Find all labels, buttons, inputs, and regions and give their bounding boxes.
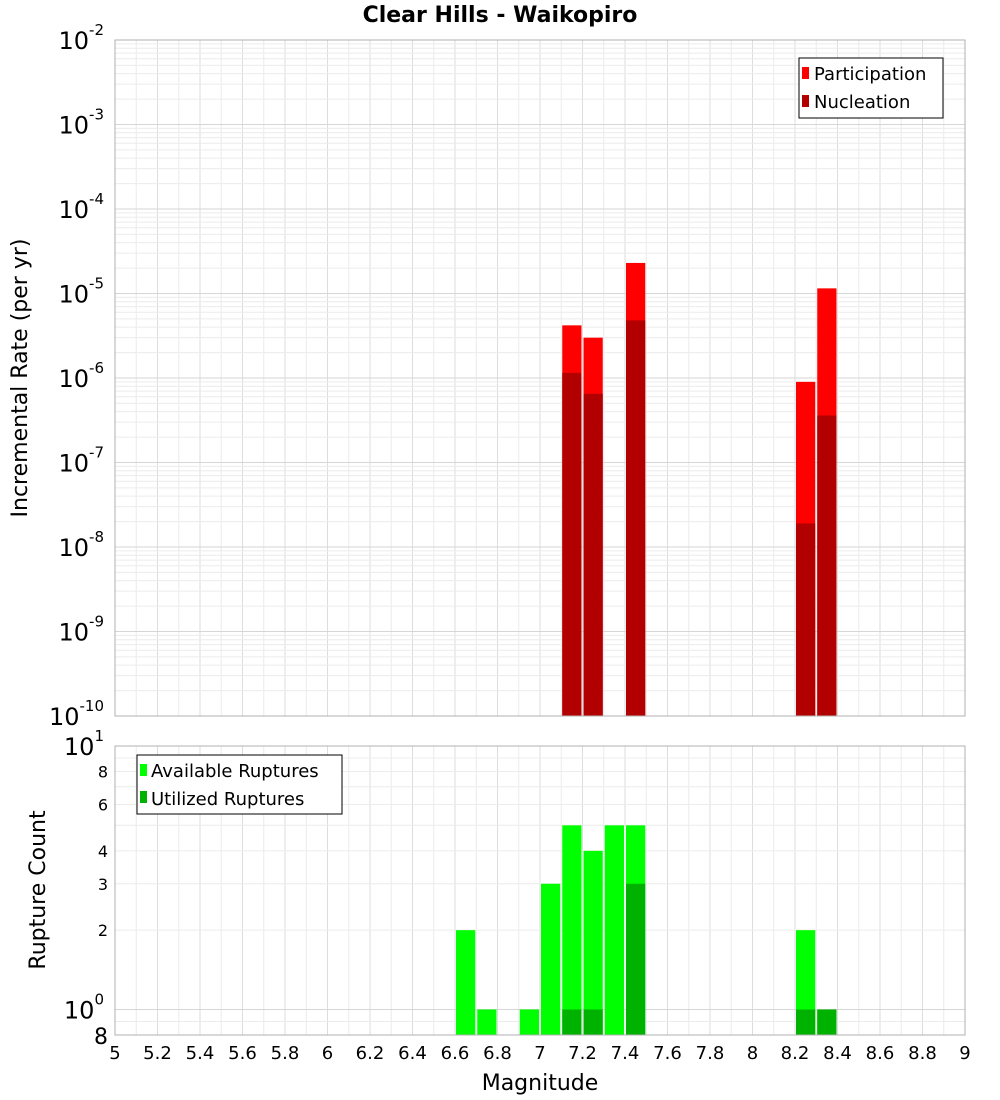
rupture-legend: Available Ruptures Utilized Ruptures: [136, 754, 343, 815]
chart-title: Clear Hills - Waikopiro: [363, 3, 638, 28]
magnitude-x-tick-label: 6.4: [398, 1043, 427, 1064]
magnitude-x-tick-label: 8.6: [866, 1043, 895, 1064]
rate-y-tick-label: 10-4: [58, 190, 104, 224]
rupture-legend-box: [136, 754, 343, 815]
rate-y-tick-label: 10-9: [58, 613, 104, 647]
rate-legend-box: [798, 57, 944, 119]
bar-available-ruptures: [541, 883, 561, 1035]
bar-utilized-ruptures: [796, 1009, 816, 1035]
bar-available-ruptures: [477, 1009, 497, 1035]
bar-utilized-ruptures: [817, 1009, 837, 1035]
rupture-y-tick-label: 101: [64, 727, 104, 761]
rupture-y-tick-label: 100: [64, 990, 104, 1024]
bar-available-ruptures: [562, 825, 582, 1035]
rate-plot-frame: [114, 39, 966, 717]
magnitude-x-tick-label: 5.6: [228, 1043, 257, 1064]
magnitude-x-tick-label: 8.4: [823, 1043, 852, 1064]
magnitude-x-tick-label: 6.6: [441, 1043, 470, 1064]
magnitude-x-tick-label: 6.2: [356, 1043, 385, 1064]
rate-panel: 10-10 10-9 10-8 10-7 10-6 10-5 10-4 10-3 10-2 In…: [8, 21, 966, 731]
rate-y-axis-label: Incremental Rate (per yr): [8, 239, 33, 518]
bar-utilized-ruptures: [626, 883, 646, 1035]
magnitude-x-tick-label: 5.2: [143, 1043, 172, 1064]
bar-available-ruptures: [456, 930, 476, 1035]
legend-swatch-available: [140, 764, 147, 776]
magnitude-x-tick-label: 6.8: [483, 1043, 512, 1064]
rate-bars: [562, 262, 837, 716]
rate-y-tick-label: 10-7: [58, 444, 104, 478]
rupture-y-axis-label: Rupture Count: [26, 810, 51, 970]
rate-grid: [115, 40, 965, 716]
bar-utilized-ruptures: [583, 1009, 603, 1035]
magnitude-x-tick-label: 7.8: [696, 1043, 725, 1064]
legend-swatch-nucleation: [802, 95, 809, 107]
magnitude-x-tick-label: 6: [322, 1043, 333, 1064]
rate-legend: Participation Nucleation: [798, 57, 944, 119]
rate-y-tick-label: 10-6: [58, 359, 104, 393]
magnitude-x-tick-label: 7.6: [653, 1043, 682, 1064]
rupture-plot-frame: [114, 745, 966, 1036]
magnitude-x-tick-label: 8.8: [908, 1043, 937, 1064]
legend-label-utilized: Utilized Ruptures: [151, 789, 304, 810]
magnitude-x-tick-label: 7.4: [611, 1043, 640, 1064]
magnitude-x-tick-label: 5.4: [186, 1043, 215, 1064]
magnitude-x-ticks: 5 5.2 5.4 5.6 5.8 6 6.2 6.4 6.6 6.8 7 7.2 7.4 7.6 7.8 8…: [109, 1043, 970, 1064]
rupture-y-tick-label: 4: [98, 842, 108, 861]
magnitude-x-tick-label: 7.2: [568, 1043, 597, 1064]
rupture-bars: [456, 825, 837, 1035]
bar-available-ruptures: [519, 1009, 539, 1035]
legend-label-nucleation: Nucleation: [814, 92, 910, 113]
bar-utilized-ruptures: [562, 1009, 582, 1035]
rupture-y-tick-label: 8: [94, 1025, 108, 1050]
legend-label-participation: Participation: [814, 64, 926, 85]
rupture-y-tick-label: 6: [98, 795, 108, 814]
rate-y-tick-label: 10-8: [58, 528, 104, 562]
magnitude-x-tick-label: 5.8: [271, 1043, 300, 1064]
magnitude-x-tick-label: 5: [109, 1043, 120, 1064]
rupture-y-tick-label: 2: [98, 921, 108, 940]
rate-y-ticks: 10-10 10-9 10-8 10-7 10-6 10-5 10-4 10-3 10-2: [49, 21, 104, 731]
bar-available-ruptures: [583, 850, 603, 1035]
legend-swatch-participation: [802, 67, 809, 79]
bar-available-ruptures: [604, 825, 624, 1035]
magnitude-x-tick-label: 8: [747, 1043, 758, 1064]
legend-swatch-utilized: [140, 791, 147, 803]
magnitude-x-tick-label: 9: [959, 1043, 970, 1064]
bar-nucleation: [796, 523, 816, 716]
bar-available-ruptures: [796, 930, 816, 1035]
rate-y-tick-label: 10-5: [58, 275, 104, 309]
bar-nucleation: [817, 415, 837, 716]
magnitude-x-axis-label: Magnitude: [482, 1071, 599, 1096]
bar-nucleation: [626, 320, 646, 716]
bar-nucleation: [583, 393, 603, 716]
legend-label-available: Available Ruptures: [151, 761, 319, 782]
rupture-y-tick-label: 8: [98, 763, 108, 782]
bar-nucleation: [562, 372, 582, 716]
rate-y-tick-label: 10-3: [58, 106, 104, 140]
rate-y-tick-label: 10-2: [58, 21, 104, 55]
rate-y-tick-label: 10-10: [49, 697, 104, 731]
rupture-y-tick-label: 3: [98, 875, 108, 894]
magnitude-x-tick-label: 8.2: [781, 1043, 810, 1064]
magnitude-x-tick-label: 7: [534, 1043, 545, 1064]
